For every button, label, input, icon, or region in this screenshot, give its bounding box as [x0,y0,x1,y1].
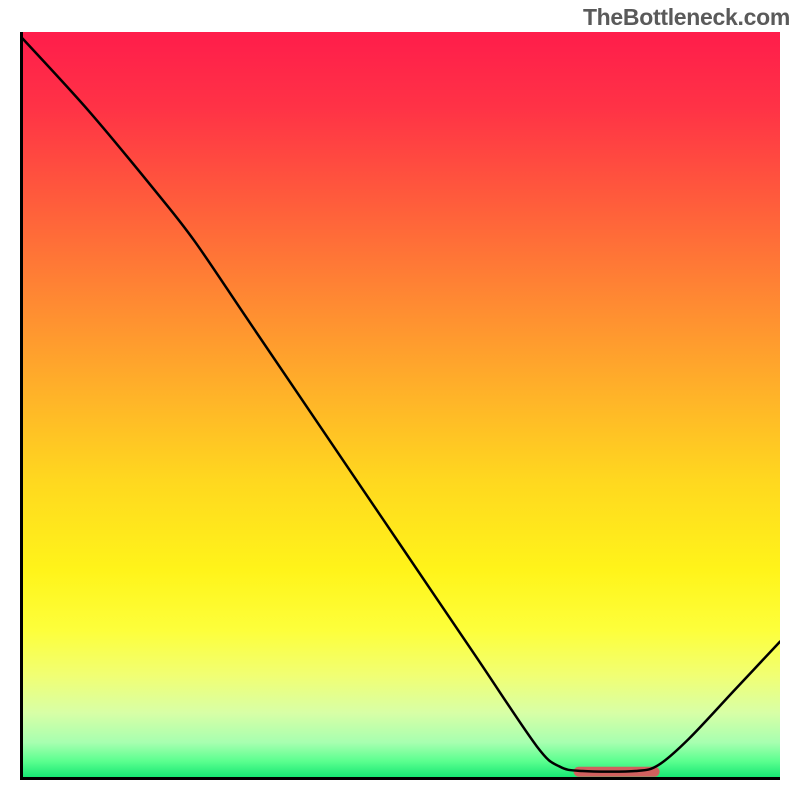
gradient-background [20,32,780,780]
chart-svg [20,32,780,780]
watermark-text: TheBottleneck.com [583,4,790,31]
plot-area [20,32,780,780]
chart-container: TheBottleneck.com [0,0,800,800]
